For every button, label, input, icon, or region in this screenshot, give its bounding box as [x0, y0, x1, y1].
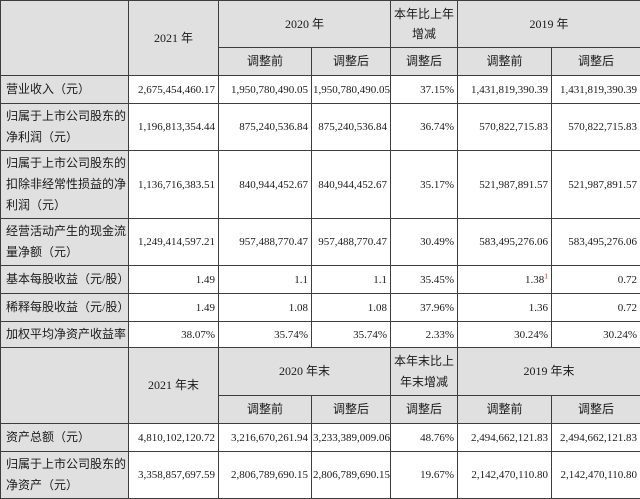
value-cell: 30.49% — [391, 219, 458, 266]
header-cell: 2020 年末 — [219, 348, 391, 396]
value-cell: 3,216,670,261.94 — [219, 424, 312, 452]
value-cell: 2.33% — [391, 322, 458, 348]
value-cell: 570,822,715.83 — [552, 104, 640, 151]
value-cell: 1.381 — [458, 266, 552, 294]
value-cell: 0.72 — [552, 266, 640, 294]
row-label: 经营活动产生的现金流量净额（元） — [1, 219, 129, 266]
row-label: 营业收入（元） — [1, 76, 129, 104]
value-cell: 957,488,770.47 — [219, 219, 312, 266]
header-cell: 调整前 — [219, 48, 312, 76]
value-cell: 30.24% — [552, 322, 640, 348]
footnote-superscript: 1 — [544, 271, 548, 280]
value-cell: 2,142,470,110.80 — [552, 452, 640, 499]
row-label: 归属于上市公司股东的扣除非经常性损益的净利润（元） — [1, 151, 129, 219]
value-cell: 2,675,454,460.17 — [129, 76, 219, 104]
value-cell: 875,240,536.84 — [312, 104, 391, 151]
value-cell: 1,136,716,383.51 — [129, 151, 219, 219]
header-cell: 调整后 — [312, 48, 391, 76]
value-cell: 38.07% — [129, 322, 219, 348]
value-cell: 1,431,819,390.39 — [458, 76, 552, 104]
value-cell: 35.74% — [219, 322, 312, 348]
header-cell: 本年末比上年末增减 — [391, 348, 458, 396]
value-cell: 957,488,770.47 — [312, 219, 391, 266]
value-cell: 2,494,662,121.83 — [458, 424, 552, 452]
value-cell: 4,810,102,120.72 — [129, 424, 219, 452]
table-row: 归属于上市公司股东的扣除非经常性损益的净利润（元）1,136,716,383.5… — [1, 151, 640, 219]
header-cell: 调整前 — [458, 48, 552, 76]
value-cell: 0.72 — [552, 294, 640, 322]
header-cell: 调整后 — [391, 396, 458, 424]
row-label: 稀释每股收益（元/股） — [1, 294, 129, 322]
value-cell: 521,987,891.57 — [458, 151, 552, 219]
value-cell: 37.15% — [391, 76, 458, 104]
header-cell: 调整后 — [552, 396, 640, 424]
value-cell: 1.49 — [129, 294, 219, 322]
header-cell: 调整后 — [312, 396, 391, 424]
value-cell: 1.08 — [312, 294, 391, 322]
value-cell: 570,822,715.83 — [458, 104, 552, 151]
header-cell: 2021 年 — [129, 1, 219, 76]
value-cell: 37.96% — [391, 294, 458, 322]
header-cell: 2021 年末 — [129, 348, 219, 424]
header-cell: 2019 年末 — [458, 348, 640, 396]
value-cell: 35.17% — [391, 151, 458, 219]
header-cell: 2020 年 — [219, 1, 391, 48]
value-cell: 36.74% — [391, 104, 458, 151]
value-cell: 1.1 — [219, 266, 312, 294]
header-cell: 2019 年 — [458, 1, 640, 48]
header-cell: 调整后 — [391, 48, 458, 76]
corner-cell — [1, 1, 129, 76]
header-cell: 调整前 — [458, 396, 552, 424]
value-cell: 35.45% — [391, 266, 458, 294]
value-cell: 840,944,452.67 — [312, 151, 391, 219]
value-cell: 1.49 — [129, 266, 219, 294]
value-cell: 30.24% — [458, 322, 552, 348]
value-cell: 1,196,813,354.44 — [129, 104, 219, 151]
value-cell: 1.36 — [458, 294, 552, 322]
value-cell: 875,240,536.84 — [219, 104, 312, 151]
value-cell: 840,944,452.67 — [219, 151, 312, 219]
value-cell: 1,950,780,490.05 — [219, 76, 312, 104]
header-cell: 调整前 — [219, 396, 312, 424]
header-cell: 本年比上年增减 — [391, 1, 458, 48]
corner-cell — [1, 348, 129, 424]
value-cell: 3,358,857,697.59 — [129, 452, 219, 499]
value-cell: 1.1 — [312, 266, 391, 294]
row-label: 资产总额（元） — [1, 424, 129, 452]
value-cell: 2,494,662,121.83 — [552, 424, 640, 452]
value-cell: 2,142,470,110.80 — [458, 452, 552, 499]
value-cell: 1.08 — [219, 294, 312, 322]
row-label: 归属于上市公司股东的净利润（元） — [1, 104, 129, 151]
row-label: 归属于上市公司股东的净资产（元） — [1, 452, 129, 499]
value-cell: 48.76% — [391, 424, 458, 452]
value-cell: 3,233,389,009.06 — [312, 424, 391, 452]
value-cell: 2,806,789,690.15 — [312, 452, 391, 499]
header-cell: 调整后 — [552, 48, 640, 76]
value-cell: 1,431,819,390.39 — [552, 76, 640, 104]
value-cell: 19.67% — [391, 452, 458, 499]
row-label: 基本每股收益（元/股） — [1, 266, 129, 294]
value-cell: 1,950,780,490.05 — [312, 76, 391, 104]
value-cell: 1,249,414,597.21 — [129, 219, 219, 266]
value-cell: 2,806,789,690.15 — [219, 452, 312, 499]
value-cell: 583,495,276.06 — [552, 219, 640, 266]
value-cell: 521,987,891.57 — [552, 151, 640, 219]
row-label: 加权平均净资产收益率 — [1, 322, 129, 348]
value-cell: 35.74% — [312, 322, 391, 348]
value-cell: 583,495,276.06 — [458, 219, 552, 266]
